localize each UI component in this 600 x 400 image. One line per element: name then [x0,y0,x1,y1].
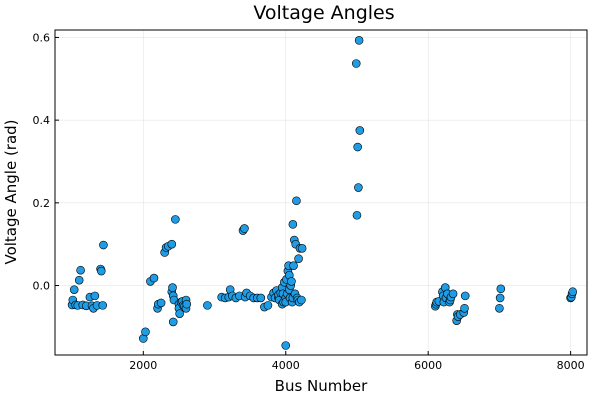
data-point [281,341,291,350]
y-tick-label: 0.6 [33,31,51,44]
data-point [99,240,108,250]
x-tick-label: 2000 [129,359,157,372]
data-point [292,196,301,206]
data-point [175,309,184,318]
data-point [496,284,506,294]
data-point [76,265,85,275]
chart-title: Voltage Angles [253,2,394,24]
data-point [167,239,177,249]
grid-lines [55,30,587,355]
data-point [289,261,298,270]
data-point [351,59,361,68]
data-point [90,291,100,301]
data-point [74,275,84,285]
data-point [448,289,458,299]
data-point [149,273,159,283]
x-tick-label: 8000 [557,359,585,372]
x-axis-label: Bus Number [275,377,368,395]
data-point [568,287,578,297]
data-point [495,303,504,313]
data-point [168,317,178,327]
data-point [460,303,469,313]
data-point [141,327,150,337]
data-point [353,142,362,152]
x-tick-label: 6000 [414,359,442,372]
data-point [156,298,166,308]
data-point [69,285,79,294]
data-point [240,224,249,233]
data-point [256,293,266,303]
data-point [297,244,307,253]
data-point [182,299,192,309]
data-points [67,36,578,350]
data-point [171,215,180,224]
y-axis-label: Voltage Angle (rad) [2,119,20,264]
data-point [297,295,306,305]
y-tick-label: 0.0 [33,280,51,293]
data-point [168,283,177,292]
data-point [96,266,106,276]
y-axis-ticks: 0.0 0.2 0.4 0.6 [33,31,59,293]
data-point [354,183,363,192]
data-point [495,293,505,303]
data-point [203,301,212,310]
data-point [352,210,362,220]
data-point [288,220,298,229]
y-tick-label: 0.2 [33,197,51,210]
data-point [263,301,273,310]
x-axis-ticks: 2000 4000 6000 8000 [129,351,585,372]
data-point [355,126,365,135]
y-tick-label: 0.4 [33,114,51,127]
data-point [98,301,108,310]
data-point [287,277,296,286]
data-point [354,36,364,45]
data-point [460,291,470,301]
plot-frame [54,29,588,356]
x-tick-label: 4000 [272,359,300,372]
data-point [294,254,303,263]
